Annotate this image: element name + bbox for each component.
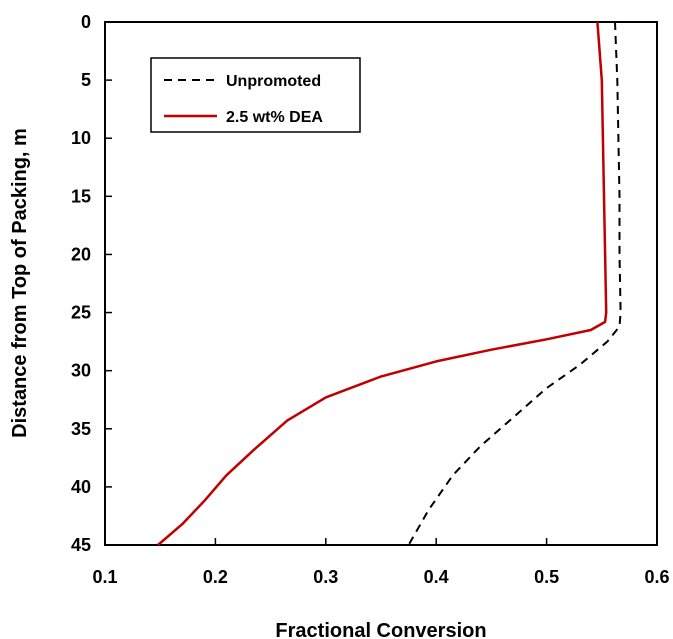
y-tick-label: 45 (71, 535, 91, 555)
y-tick-label: 25 (71, 303, 91, 323)
legend-box (150, 57, 361, 133)
plot-frame (104, 21, 658, 546)
y-tick-label: 0 (81, 12, 91, 32)
legend: Unpromoted 2.5 wt% DEA (150, 57, 361, 133)
series-layer (157, 21, 622, 546)
x-tick-label: 0.1 (92, 567, 117, 587)
legend-label-dea: 2.5 wt% DEA (226, 109, 323, 126)
x-tick-label: 0.6 (644, 567, 669, 587)
series-line-1 (157, 21, 608, 546)
x-axis-label: Fractional Conversion (275, 620, 486, 639)
y-axis-label: Distance from Top of Packing, m (9, 128, 31, 438)
x-tick-label: 0.2 (203, 567, 228, 587)
y-tick-label: 35 (71, 419, 91, 439)
y-tick-label: 5 (81, 70, 91, 90)
legend-label-unpromoted: Unpromoted (226, 73, 321, 90)
axis-ticks: 0.1 0.2 0.3 0.4 0.5 0.6 0 5 10 15 20 25 30 35 40 45 (71, 12, 670, 587)
x-tick-label: 0.4 (424, 567, 449, 587)
y-tick-label: 20 (71, 244, 91, 264)
y-tick-label: 30 (71, 361, 91, 381)
series-line-0 (407, 21, 622, 546)
x-tick-label: 0.3 (313, 567, 338, 587)
y-tick-label: 10 (71, 128, 91, 148)
x-tick-label: 0.5 (534, 567, 559, 587)
y-tick-label: 40 (71, 477, 91, 497)
y-tick-label: 15 (71, 186, 91, 206)
